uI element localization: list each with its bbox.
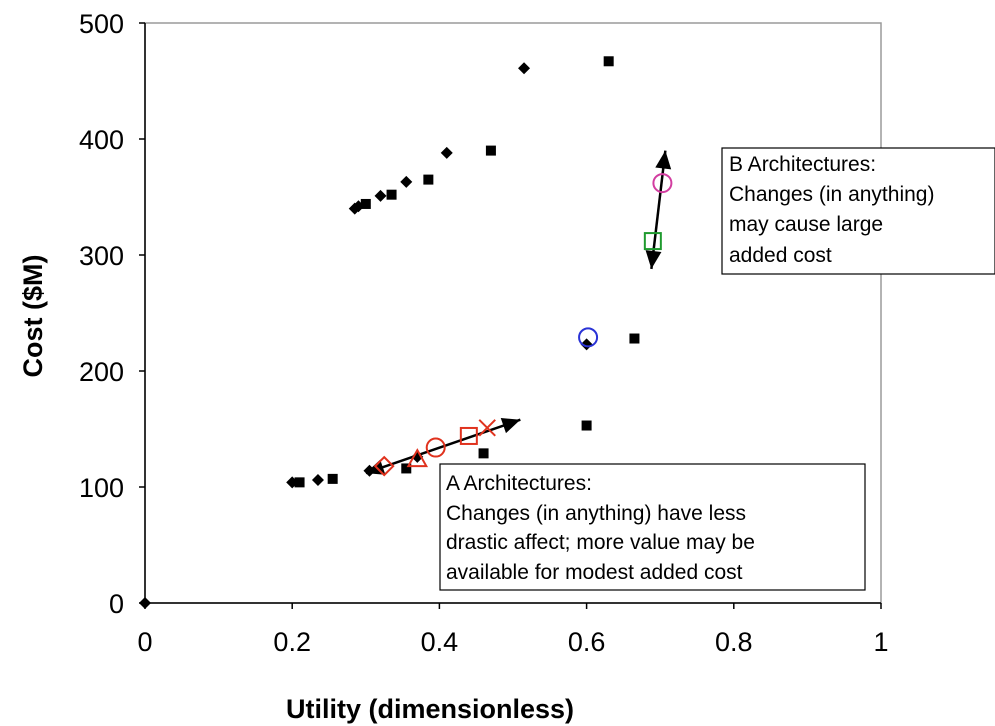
annotation-b-box [721,147,995,275]
axes [144,23,881,604]
tick-labels: 0 0.2 0.4 0.6 0.8 1 0 100 200 300 400 500 [79,9,889,657]
x-axis-title: Utility (dimensionless) [286,694,574,724]
annotation-b: B Architectures: Changes (in anything) m… [721,147,995,275]
data-point-diamond [440,146,453,159]
x-tick-label: 1 [873,627,888,657]
y-tick-label: 0 [109,589,124,619]
data-point-diamond [400,175,413,188]
annotation-b-line: may cause large [729,213,883,236]
data-point-square [478,448,489,459]
data-point-open-square [643,232,662,251]
data-point-square [485,145,496,156]
data-point-x [478,419,496,437]
y-tick-label: 400 [79,125,124,155]
y-tick-label: 200 [79,357,124,387]
arrow-head-end [655,150,672,170]
data-point-diamond [139,597,151,609]
annotation-b-line: Changes (in anything) [729,183,934,206]
data-point-square [401,463,412,474]
data-point-square [423,174,434,185]
annotation-a-box [439,463,866,591]
x-tick-label: 0 [137,627,152,657]
data-point-square [581,420,592,431]
arrow-head-start [645,250,662,269]
data-point-diamond [374,189,387,202]
data-point-square [360,198,371,209]
data-point-diamond [363,464,376,477]
data-point-square [386,189,397,200]
data-point-diamond [580,338,593,351]
data-point-open-circle [652,173,673,194]
x-tick-label: 0.2 [273,627,311,657]
y-tick-label: 300 [79,241,124,271]
data-point-open-circle [578,327,599,348]
data-point-square [603,56,614,67]
arrow-head-end [500,418,521,434]
annotation-b-line: added cost [729,244,832,267]
annotation-a-line: drastic affect; more value may be [446,531,755,554]
x-tick-label: 0.6 [568,627,606,657]
data-point-diamond [311,474,324,487]
y-tick-label: 100 [79,473,124,503]
y-tick-label: 500 [79,9,124,39]
data-point-square [294,477,305,488]
annotation-a: A Architectures: Changes (in anything) h… [439,463,866,591]
data-points [139,56,673,609]
data-point-open-diamond [373,455,395,477]
data-point-open-circle [425,437,446,458]
y-axis-title: Cost ($M) [18,255,48,378]
x-tick-label: 0.4 [421,627,459,657]
data-point-diamond [518,62,531,75]
data-point-open-square [459,426,478,445]
annotation-a-line: Changes (in anything) have less [446,502,746,525]
data-point-open-triangle [406,448,429,468]
annotation-b-line: B Architectures: [729,153,876,176]
x-tick-label: 0.8 [715,627,753,657]
annotation-a-line: A Architectures: [446,472,592,495]
annotation-a-line: available for modest added cost [446,561,743,584]
data-point-square [629,333,640,344]
data-point-square [327,473,338,484]
